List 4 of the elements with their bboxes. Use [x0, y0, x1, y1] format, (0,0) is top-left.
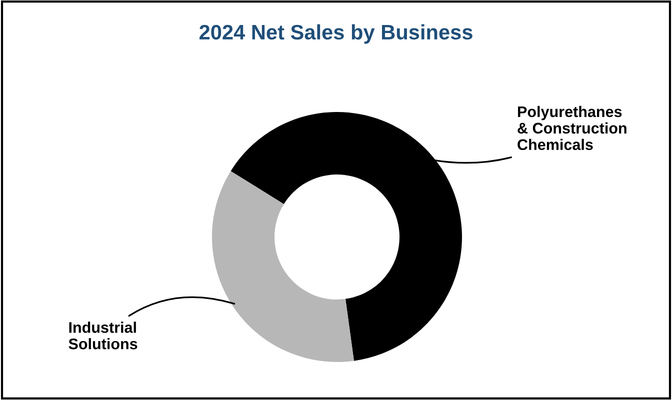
chart-title: 2024 Net Sales by Business	[200, 24, 472, 44]
donut-slice	[212, 171, 354, 362]
slice-label: Polyurethanes & Construction Chemicals	[518, 106, 626, 150]
slice-label: Industrial Solutions	[68, 322, 138, 350]
